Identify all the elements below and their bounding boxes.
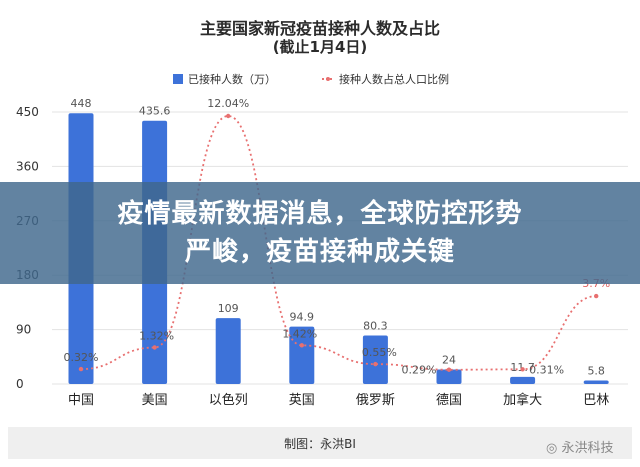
x-tick-label: 英国 [289, 393, 315, 408]
x-tick-label: 加拿大 [503, 392, 542, 408]
pct-label: 1.42% [282, 327, 317, 340]
headline-line-2: 严峻，疫苗接种成关键 [184, 237, 455, 267]
bar-value-label: 109 [218, 302, 239, 315]
bar [215, 318, 241, 384]
pct-label: 12.04% [207, 97, 249, 110]
y-tick-label: 450 [16, 105, 39, 119]
bar-value-label: 94.9 [290, 311, 315, 324]
pct-label: 0.32% [64, 351, 99, 364]
pct-point [226, 113, 231, 119]
bar-value-label: 80.3 [363, 319, 388, 332]
bar-value-label: 24 [442, 353, 456, 366]
headline-line-1: 疫情最新数据消息，全球防控形势 [117, 199, 523, 229]
bar-value-label: 435.6 [139, 105, 171, 118]
x-tick-label: 巴林 [583, 393, 609, 408]
weibo-icon: ◎ [546, 441, 562, 456]
y-tick-label: 90 [16, 323, 31, 337]
pct-point [373, 361, 378, 367]
x-tick-label: 中国 [68, 393, 94, 408]
pct-label: 0.31% [529, 363, 564, 376]
pct-point [446, 367, 452, 372]
bar [289, 326, 315, 384]
pct-point [520, 367, 525, 372]
legend-bar-label: 已接种人数（万） [188, 72, 276, 86]
headline-banner: 疫情最新数据消息，全球防控形势 严峻，疫苗接种成关键 [0, 182, 640, 284]
pct-label: 0.29% [402, 364, 437, 377]
pct-label: 1.32% [139, 329, 174, 342]
x-tick-label: 以色列 [209, 392, 248, 408]
bar [510, 376, 536, 384]
legend-line-label: 接种人数占总人口比例 [339, 72, 449, 86]
y-tick-label: 360 [16, 159, 39, 173]
y-tick-label: 0 [16, 377, 24, 391]
pct-point [152, 345, 157, 350]
footer-credit: 制图：永洪BI [284, 437, 356, 451]
bar-value-label: 5.8 [587, 364, 605, 377]
legend-line-marker [326, 77, 330, 81]
bar [583, 380, 609, 384]
x-tick-label: 德国 [436, 393, 462, 408]
watermark: ◎ 永洪科技 [546, 437, 614, 456]
x-tick-label: 俄罗斯 [356, 393, 395, 408]
pct-point [594, 293, 599, 299]
pct-label: 0.55% [362, 346, 397, 359]
watermark-text: 永洪科技 [561, 441, 614, 456]
chart-title: 主要国家新冠疫苗接种人数及占比 [200, 19, 440, 38]
footer-bar: 制图：永洪BI [8, 427, 632, 459]
bar [362, 335, 388, 384]
x-tick-label: 美国 [142, 393, 168, 408]
bar-value-label: 448 [71, 97, 92, 110]
pct-point [78, 366, 84, 372]
pct-point [299, 343, 304, 348]
legend-bar-swatch [173, 74, 183, 84]
x-axis: 中国 美国 以色列 英国 俄罗斯 德国 加拿大 巴林 [68, 392, 609, 408]
bar [436, 369, 462, 384]
chart-subtitle: (截止1月4日) [273, 38, 368, 56]
